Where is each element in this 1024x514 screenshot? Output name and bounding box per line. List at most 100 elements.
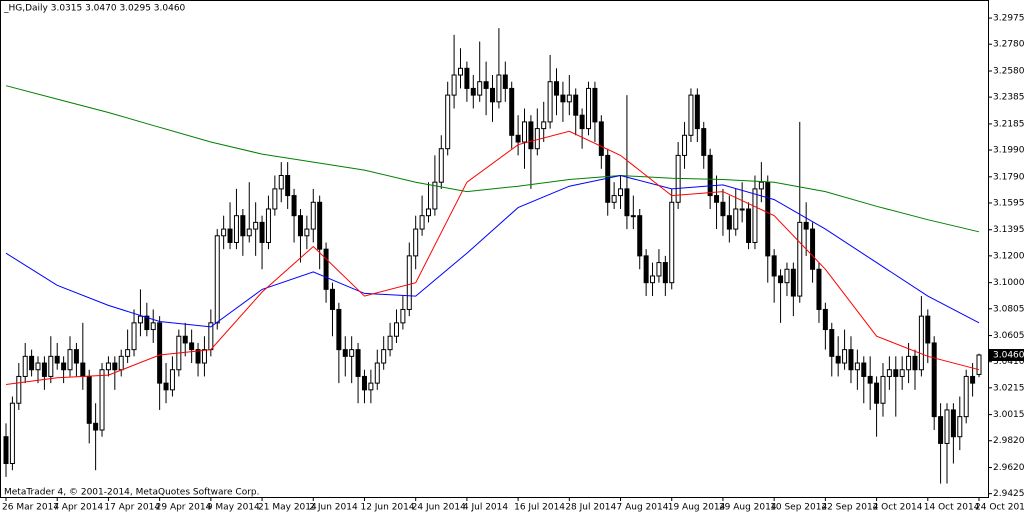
candle-body	[285, 174, 291, 197]
candle-body	[739, 208, 745, 211]
moving-average	[5, 85, 980, 233]
y-tick-label: 3.0215	[993, 383, 1024, 393]
candle-body	[227, 228, 233, 243]
candle-body	[470, 87, 476, 96]
candle-body	[534, 128, 540, 150]
candle-body	[496, 74, 502, 103]
x-tick-label: 2 Oct 2014	[873, 503, 923, 513]
candle-body	[355, 349, 361, 377]
y-tick-label: 2.9620	[993, 463, 1024, 473]
y-tick-label: 3.1395	[993, 225, 1024, 235]
candle-body	[80, 362, 86, 377]
candle-body	[349, 349, 355, 357]
chart-title: _HG,Daily 3.0315 3.0470 3.0295 3.0460	[3, 4, 186, 14]
candle-body	[669, 201, 675, 284]
candle-body	[387, 335, 393, 351]
candle-body	[425, 208, 431, 217]
candle-body	[963, 375, 969, 418]
candle-body	[714, 195, 720, 203]
candle-body	[880, 375, 886, 404]
candle-body	[3, 436, 9, 465]
candle-body	[291, 195, 297, 217]
current-price-box	[989, 349, 1024, 361]
candle-body	[457, 67, 463, 76]
candle-body	[310, 201, 316, 230]
candle-body	[810, 228, 816, 270]
candle-body	[445, 94, 451, 150]
candle-body	[400, 308, 406, 324]
candle-body	[579, 114, 585, 130]
candle-body	[733, 208, 739, 230]
candle-body	[950, 409, 956, 438]
candle-body	[240, 215, 246, 237]
candle-body	[886, 369, 892, 377]
candle-body	[93, 422, 99, 431]
x-tick-label: 10 Sep 2014	[770, 503, 827, 513]
candle-body	[566, 94, 572, 103]
y-tick-label: 3.1200	[993, 251, 1024, 261]
y-tick-label: 3.2975	[993, 14, 1024, 24]
candle-body	[361, 375, 367, 391]
candle-body	[944, 409, 950, 444]
candle-body	[253, 221, 259, 230]
x-tick-label: 22 Sep 2014	[821, 503, 878, 513]
candle-body	[393, 322, 399, 337]
candle-body	[329, 288, 335, 310]
candle-body	[861, 362, 867, 377]
candle-body	[854, 362, 860, 371]
x-tick-label: 21 May 2014	[258, 503, 317, 513]
candle-body	[137, 315, 143, 324]
candle-body	[201, 349, 207, 364]
candle-body	[67, 349, 73, 371]
candle-body	[112, 362, 118, 371]
candle-body	[643, 255, 649, 284]
candle-body	[336, 308, 342, 351]
candle-body	[931, 342, 937, 418]
y-tick-label: 2.9425	[993, 489, 1024, 499]
candle-body	[317, 201, 323, 250]
candle-body	[765, 181, 771, 257]
candle-body	[797, 221, 803, 297]
candle-body	[694, 94, 700, 130]
plot-frame	[0, 0, 989, 498]
x-tick-label: 4 Jul 2014	[463, 503, 508, 513]
candle-body	[150, 322, 156, 331]
candle-body	[618, 188, 624, 197]
candle-body	[925, 315, 931, 344]
candle-body	[41, 362, 47, 377]
y-tick-label: 3.2385	[993, 93, 1024, 103]
candle-body	[477, 81, 483, 96]
candle-body	[381, 349, 387, 364]
candle-body	[592, 87, 598, 123]
candle-body	[61, 362, 67, 371]
x-tick-label: 9 May 2014	[207, 503, 260, 513]
candle-body	[259, 221, 265, 243]
candle-body	[650, 275, 656, 284]
footer: MetaTrader 4, © 2001-2014, MetaQuotes So…	[4, 488, 260, 498]
x-tick-label: 29 Aug 2014	[719, 503, 777, 513]
candle-body	[125, 349, 131, 357]
candles	[3, 28, 982, 484]
candle-body	[483, 81, 489, 89]
candle-body	[784, 268, 790, 284]
x-tick-label: 19 Aug 2014	[668, 503, 726, 513]
candle-body	[803, 221, 809, 230]
candle-body	[938, 416, 944, 444]
candle-body	[688, 94, 694, 136]
candle-body	[163, 382, 169, 391]
x-tick-label: 2 Jun 2014	[309, 503, 358, 513]
candle-body	[554, 81, 560, 96]
candle-body	[822, 308, 828, 331]
candle-body	[528, 121, 534, 150]
x-tick-label: 24 Oct 2014	[975, 503, 1024, 513]
candle-body	[272, 188, 278, 210]
candle-body	[16, 375, 22, 404]
candle-body	[758, 181, 764, 190]
candle-body	[547, 81, 553, 123]
candle-body	[419, 215, 425, 230]
candle-body	[746, 208, 752, 243]
candle-body	[598, 121, 604, 156]
candle-body	[970, 375, 976, 384]
x-tick-label: 14 Oct 2014	[924, 503, 980, 513]
